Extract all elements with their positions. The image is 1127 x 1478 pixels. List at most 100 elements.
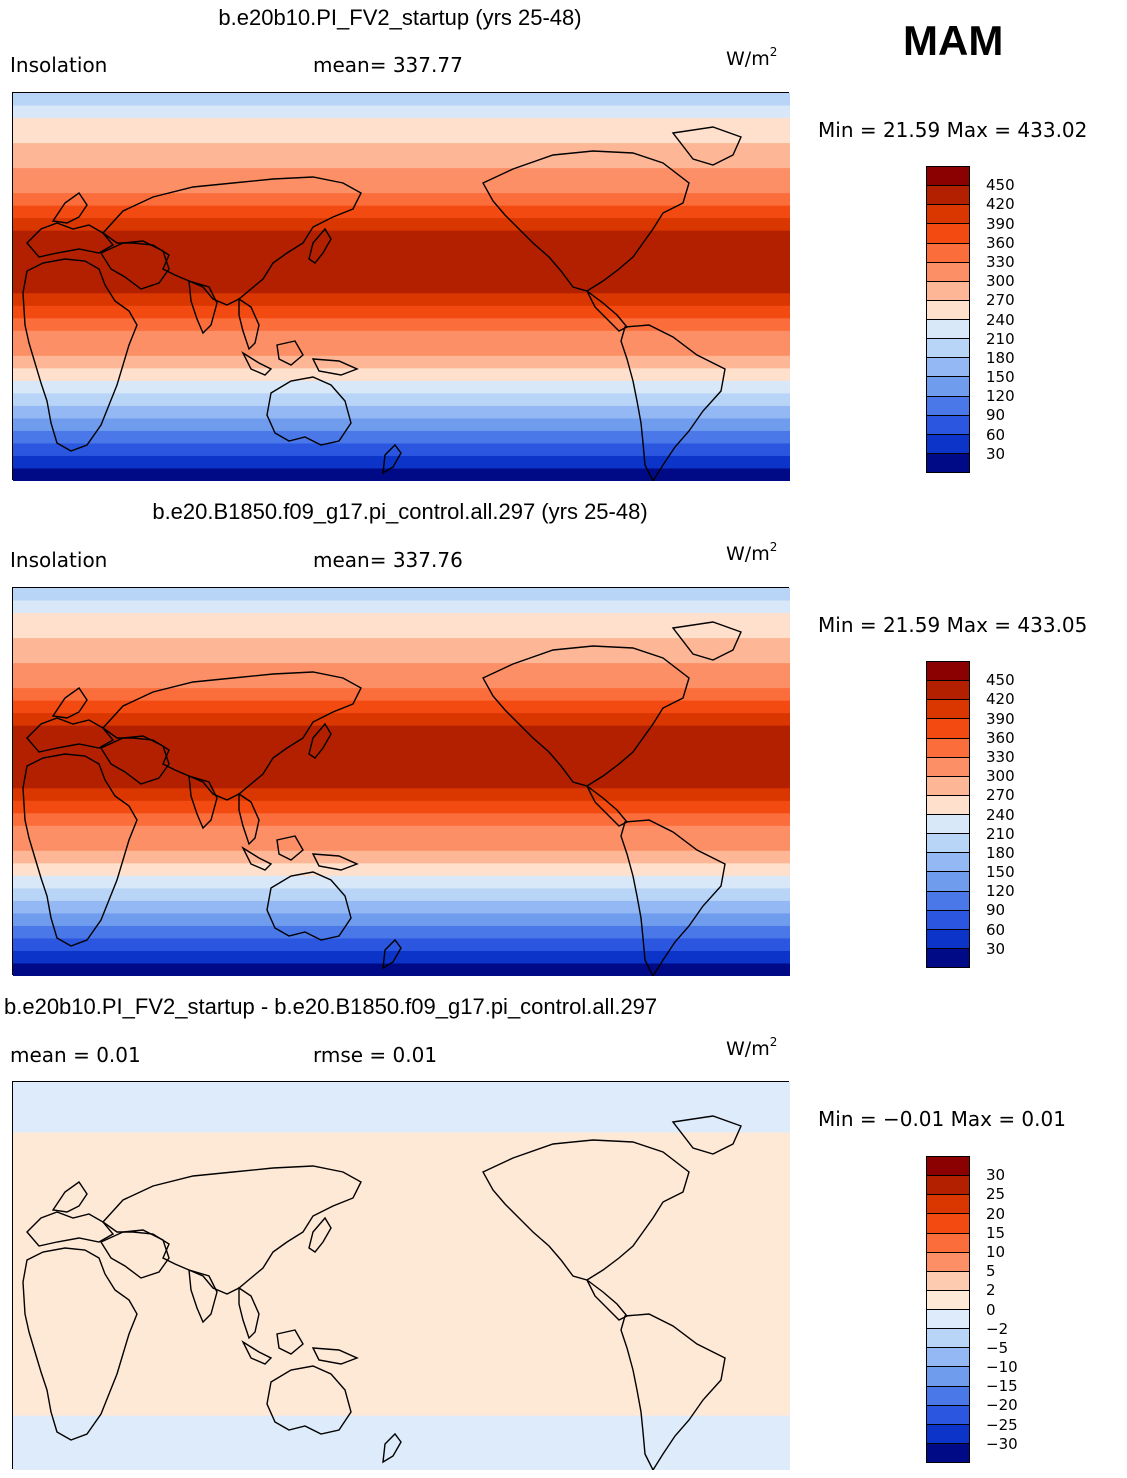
colorbar-segment <box>927 1232 969 1252</box>
coastline <box>188 775 218 830</box>
panel-3-rmse-label: rmse = 0.01 <box>313 1043 438 1067</box>
colorbar-segment <box>927 185 969 205</box>
latitude-band <box>13 443 790 457</box>
colorbar-segment <box>927 833 969 853</box>
latitude-band <box>13 738 790 752</box>
latitude-band <box>13 205 790 219</box>
colorbar-tick-label: 210 <box>986 329 1015 348</box>
colorbar-tick-label: 450 <box>986 176 1015 195</box>
coastline <box>26 717 115 753</box>
coastline <box>620 819 726 976</box>
colorbar-tick-label: 90 <box>986 406 1006 425</box>
coastline <box>382 1432 402 1464</box>
latitude-band <box>13 675 790 689</box>
coastline <box>276 835 304 861</box>
coastline <box>308 1216 332 1253</box>
latitude-band <box>13 180 790 194</box>
colorbar-tick-label: 450 <box>986 671 1015 690</box>
colorbar-tick-label: 20 <box>986 1204 1006 1223</box>
colorbar-segment <box>927 357 969 377</box>
colorbar-segment <box>927 890 969 910</box>
latitude-band <box>13 813 790 827</box>
colorbar-segment <box>927 1175 969 1195</box>
latitude-band <box>13 688 790 702</box>
latitude-band <box>13 118 790 132</box>
colorbar-segment <box>927 280 969 300</box>
latitude-band <box>13 700 790 714</box>
coastline <box>22 1247 138 1441</box>
colorbar-segment <box>927 1270 969 1290</box>
coastline <box>620 324 726 481</box>
coastline <box>188 280 218 335</box>
map-field-svg <box>13 1082 790 1470</box>
latitude-band <box>13 105 790 119</box>
colorbar-tick-label: 270 <box>986 786 1015 805</box>
latitude-band <box>13 825 790 839</box>
colorbar-tick-label: 5 <box>986 1262 996 1281</box>
coastline <box>238 792 260 846</box>
difference-region <box>13 1132 790 1417</box>
colorbar-segment <box>927 756 969 776</box>
colorbar-tick-label: 270 <box>986 291 1015 310</box>
coastline <box>241 1340 273 1365</box>
latitude-band <box>13 93 790 107</box>
latitude-band <box>13 950 790 965</box>
colorbar-segment <box>927 662 969 681</box>
coastline <box>51 1181 88 1213</box>
colorbar-tick-label: 30 <box>986 444 1006 463</box>
colorbar-segment <box>927 947 969 967</box>
latitude-band <box>13 888 790 902</box>
latitude-band <box>13 155 790 169</box>
difference-region <box>13 1415 790 1470</box>
colorbar-segment <box>927 1328 969 1348</box>
colorbar-segment <box>927 718 969 738</box>
colorbar-tick-label: −25 <box>986 1415 1018 1434</box>
panel-3-map <box>12 1081 790 1470</box>
coastline <box>586 785 629 827</box>
latitude-band <box>13 430 790 445</box>
latitude-band <box>13 925 790 940</box>
coastline <box>101 671 362 801</box>
panel-3-minmax: Min = −0.01 Max = 0.01 <box>818 1107 1066 1131</box>
coastline <box>671 1115 742 1155</box>
latitude-band <box>13 368 790 382</box>
coastline <box>311 358 359 376</box>
colorbar-segment <box>927 1404 969 1424</box>
panel-1-variable-label: Insolation <box>10 53 108 77</box>
colorbar-segment <box>927 794 969 814</box>
latitude-band <box>13 638 790 652</box>
colorbar-segment <box>927 1213 969 1233</box>
colorbar-segment <box>927 737 969 757</box>
coastline <box>241 351 273 376</box>
latitude-band <box>13 613 790 627</box>
coastline <box>671 126 742 166</box>
colorbar-segment <box>927 1366 969 1386</box>
coastline <box>311 1347 359 1365</box>
panel-1-mean-label: mean= 337.77 <box>313 53 463 77</box>
latitude-band <box>13 193 790 207</box>
latitude-band <box>13 788 790 802</box>
latitude-band <box>13 763 790 777</box>
colorbar-segment <box>927 1423 969 1443</box>
coastline <box>22 258 138 452</box>
latitude-band <box>13 800 790 814</box>
colorbar-tick-label: −30 <box>986 1434 1018 1453</box>
latitude-band <box>13 405 790 420</box>
coastline <box>308 722 332 759</box>
colorbar-tick-label: −5 <box>986 1338 1009 1357</box>
colorbar-tick-label: 240 <box>986 805 1015 824</box>
colorbar-tick-label: 300 <box>986 767 1015 786</box>
coastline <box>99 240 170 290</box>
panel-2-variable-label: Insolation <box>10 548 108 572</box>
colorbar-tick-label: −20 <box>986 1396 1018 1415</box>
latitude-band <box>13 380 790 394</box>
coastline <box>51 192 88 224</box>
coastline <box>238 1286 260 1340</box>
panel-2-map <box>12 587 790 976</box>
latitude-band <box>13 863 790 877</box>
latitude-band <box>13 900 790 915</box>
latitude-band <box>13 963 790 976</box>
colorbar-tick-label: −10 <box>986 1358 1018 1377</box>
colorbar-tick-label: 90 <box>986 901 1006 920</box>
latitude-band <box>13 650 790 664</box>
